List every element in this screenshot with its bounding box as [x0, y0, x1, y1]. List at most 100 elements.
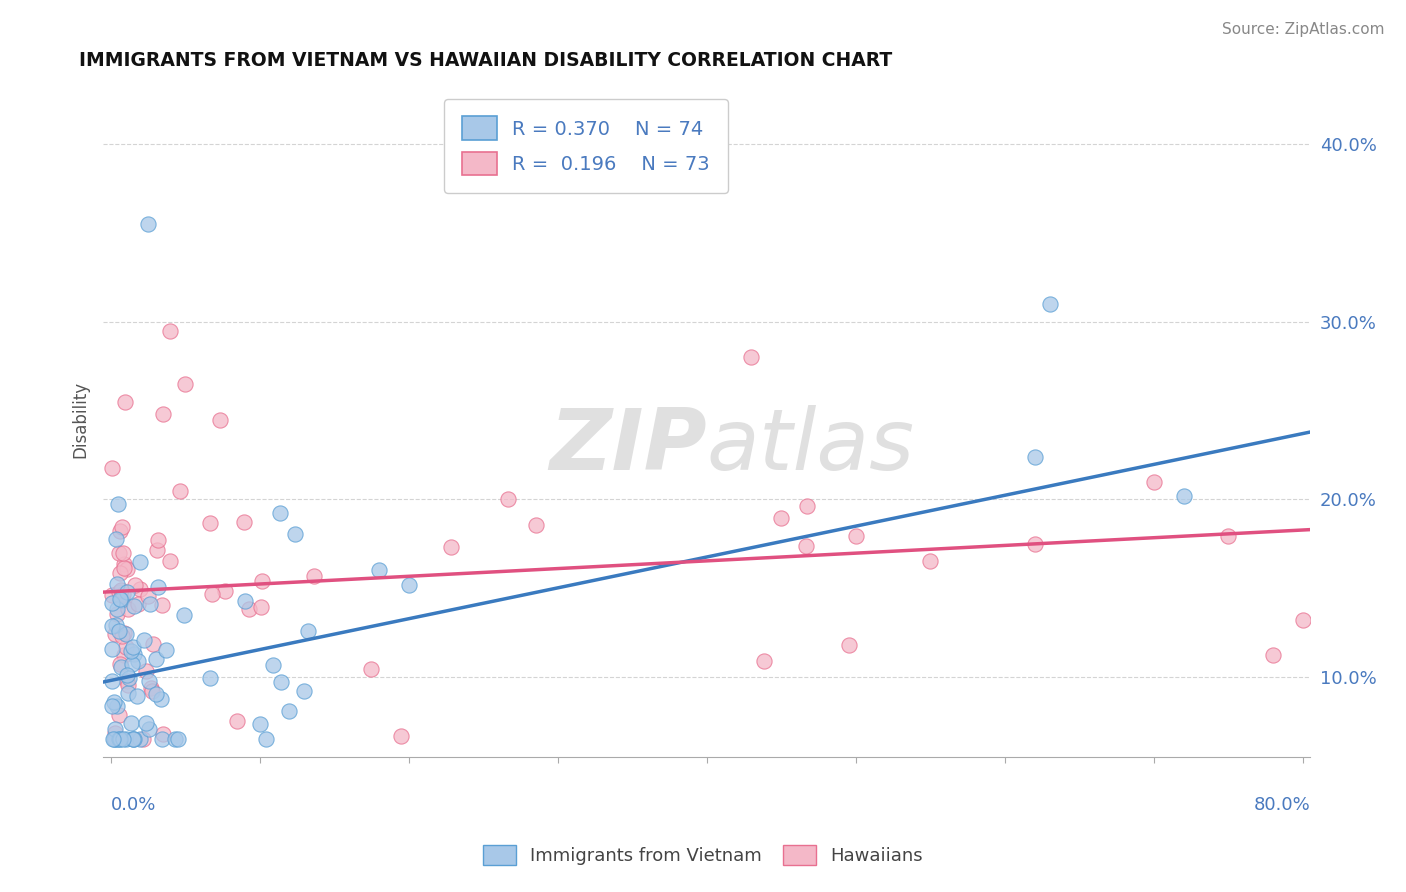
- Point: [146, 533, 169, 548]
- Point: [125, 690, 148, 704]
- Point: [131, 732, 153, 747]
- Point: [145, 652, 167, 666]
- Point: [166, 732, 188, 747]
- Point: [103, 732, 125, 747]
- Point: [250, 574, 273, 588]
- Point: [101, 698, 124, 713]
- Point: [360, 661, 382, 675]
- Point: [770, 511, 793, 525]
- Point: [115, 585, 138, 599]
- Point: [121, 640, 143, 655]
- Point: [1024, 450, 1046, 464]
- Point: [111, 587, 134, 601]
- Point: [122, 732, 145, 747]
- Point: [104, 725, 127, 739]
- Point: [208, 413, 231, 427]
- Legend: Immigrants from Vietnam, Hawaiians: Immigrants from Vietnam, Hawaiians: [475, 838, 931, 872]
- Point: [115, 627, 138, 641]
- Legend: R = 0.370    N = 74, R =  0.196    N = 73: R = 0.370 N = 74, R = 0.196 N = 73: [444, 99, 727, 193]
- Point: [292, 684, 315, 698]
- Point: [752, 654, 775, 668]
- Point: [173, 607, 195, 622]
- Point: [117, 686, 139, 700]
- Point: [105, 576, 128, 591]
- Point: [110, 732, 132, 747]
- Point: [139, 597, 162, 611]
- Point: [297, 624, 319, 639]
- Point: [278, 704, 301, 718]
- Point: [142, 636, 165, 650]
- Point: [270, 675, 292, 690]
- Point: [101, 618, 124, 632]
- Point: [108, 657, 131, 671]
- Point: [127, 597, 149, 611]
- Point: [114, 394, 136, 409]
- Point: [108, 592, 131, 607]
- Point: [107, 497, 129, 511]
- Point: [124, 577, 146, 591]
- Point: [112, 648, 135, 662]
- Point: [250, 599, 273, 614]
- Point: [740, 351, 762, 365]
- Point: [108, 708, 131, 723]
- Y-axis label: Disability: Disability: [72, 381, 89, 458]
- Point: [1261, 648, 1284, 662]
- Point: [159, 324, 181, 338]
- Point: [233, 594, 256, 608]
- Point: [198, 671, 221, 685]
- Point: [838, 638, 860, 652]
- Point: [105, 602, 128, 616]
- Point: [152, 407, 174, 421]
- Point: [110, 583, 132, 598]
- Point: [101, 732, 124, 747]
- Point: [114, 557, 136, 571]
- Point: [112, 560, 135, 574]
- Point: [108, 624, 131, 638]
- Point: [136, 589, 159, 603]
- Point: [112, 546, 135, 560]
- Point: [115, 562, 138, 576]
- Point: [108, 524, 131, 538]
- Point: [112, 625, 135, 640]
- Text: 0.0%: 0.0%: [111, 796, 156, 814]
- Point: [104, 618, 127, 632]
- Point: [136, 217, 159, 231]
- Point: [174, 377, 197, 392]
- Point: [110, 519, 132, 533]
- Point: [254, 732, 277, 747]
- Point: [115, 674, 138, 689]
- Point: [226, 714, 249, 729]
- Point: [146, 580, 169, 594]
- Point: [129, 555, 152, 569]
- Point: [163, 732, 186, 747]
- Point: [101, 641, 124, 656]
- Point: [159, 554, 181, 568]
- Point: [440, 540, 463, 554]
- Point: [129, 732, 152, 747]
- Point: [1143, 475, 1166, 489]
- Point: [1024, 537, 1046, 551]
- Point: [101, 673, 124, 688]
- Point: [524, 517, 547, 532]
- Point: [105, 732, 128, 747]
- Point: [398, 578, 420, 592]
- Point: [152, 727, 174, 741]
- Point: [122, 732, 145, 747]
- Point: [269, 506, 291, 520]
- Point: [498, 492, 520, 507]
- Point: [117, 678, 139, 692]
- Point: [141, 681, 163, 696]
- Point: [110, 592, 132, 607]
- Point: [107, 546, 129, 560]
- Text: IMMIGRANTS FROM VIETNAM VS HAWAIIAN DISABILITY CORRELATION CHART: IMMIGRANTS FROM VIETNAM VS HAWAIIAN DISA…: [79, 51, 893, 70]
- Point: [238, 601, 260, 615]
- Point: [200, 516, 222, 531]
- Text: Source: ZipAtlas.com: Source: ZipAtlas.com: [1222, 22, 1385, 37]
- Point: [233, 515, 256, 529]
- Point: [145, 686, 167, 700]
- Point: [120, 644, 142, 658]
- Point: [262, 658, 284, 673]
- Point: [111, 629, 134, 643]
- Point: [135, 664, 157, 678]
- Point: [101, 596, 124, 610]
